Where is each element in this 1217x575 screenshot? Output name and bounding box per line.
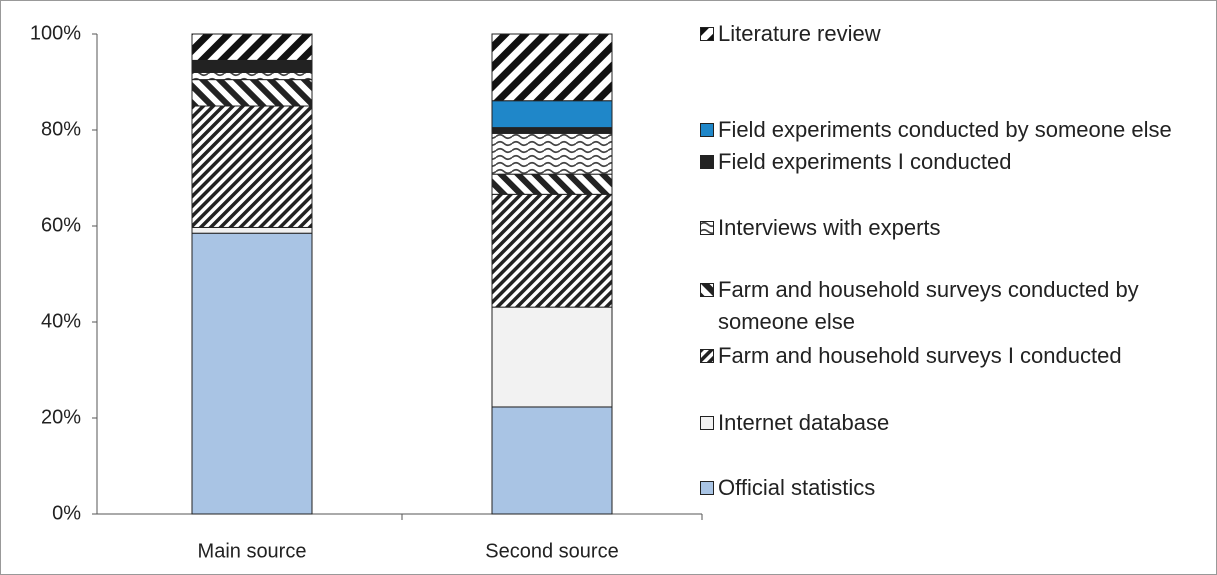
legend-label: Official statistics	[718, 475, 876, 500]
legend-label: Interviews with experts	[718, 215, 941, 240]
legend-label: Farm and household surveys I conducted	[718, 343, 1122, 368]
legend-swatch	[700, 123, 714, 137]
y-tick-label: 80%	[41, 118, 81, 140]
bar-segment	[491, 306, 613, 408]
legend-label: Field experiments I conducted	[718, 149, 1012, 174]
bar-segment	[491, 406, 613, 515]
bar-segment	[491, 33, 613, 102]
y-tick-label: 20%	[41, 406, 81, 428]
legend-marker	[700, 27, 714, 41]
legend-swatch	[700, 349, 714, 363]
legend-marker	[700, 349, 714, 363]
legend-item: Interviews with experts	[700, 212, 1200, 244]
legend-swatch	[700, 283, 714, 297]
legend-marker	[700, 283, 714, 297]
legend-label: Literature review	[718, 21, 881, 46]
legend-label: Internet database	[718, 410, 890, 435]
x-tick-label: Second source	[485, 540, 618, 562]
legend-marker	[700, 481, 714, 495]
bar-segment	[491, 193, 613, 308]
bar-segment	[191, 105, 313, 228]
legend-swatch	[700, 221, 714, 235]
y-tick-label: 100%	[30, 22, 81, 44]
legend-label: Farm and household surveys conducted by …	[718, 277, 1139, 334]
bar-segment	[491, 173, 613, 195]
legend-item: Field experiments conducted by someone e…	[700, 114, 1200, 146]
bar-segment	[191, 33, 313, 61]
legend-marker	[700, 123, 714, 137]
bar-segment	[491, 132, 613, 175]
legend-swatch	[700, 27, 714, 41]
bar-segment	[491, 127, 613, 134]
y-tick-label: 60%	[41, 214, 81, 236]
legend-item: Farm and household surveys I conducted	[700, 340, 1200, 372]
legend-swatch	[700, 481, 714, 495]
bar-segment	[191, 71, 313, 81]
legend-item: Internet database	[700, 407, 1200, 439]
legend-label: Field experiments conducted by someone e…	[718, 117, 1172, 142]
y-tick-label: 40%	[41, 310, 81, 332]
legend-marker	[700, 416, 714, 430]
x-tick-label: Main source	[198, 540, 307, 562]
legend-item: Field experiments I conducted	[700, 146, 1200, 178]
legend-marker	[700, 155, 714, 169]
bar-segment	[191, 226, 313, 234]
bar-segment	[191, 232, 313, 515]
bar-segment	[191, 79, 313, 107]
legend-swatch	[700, 155, 714, 169]
bar-segment	[491, 100, 613, 129]
legend-item: Farm and household surveys conducted by …	[700, 274, 1200, 338]
bar-segment	[191, 59, 313, 73]
legend-swatch	[700, 416, 714, 430]
legend-item: Official statistics	[700, 472, 1200, 504]
legend-marker	[700, 221, 714, 235]
legend-item: Literature review	[700, 18, 1200, 50]
y-tick-label: 0%	[52, 502, 81, 524]
